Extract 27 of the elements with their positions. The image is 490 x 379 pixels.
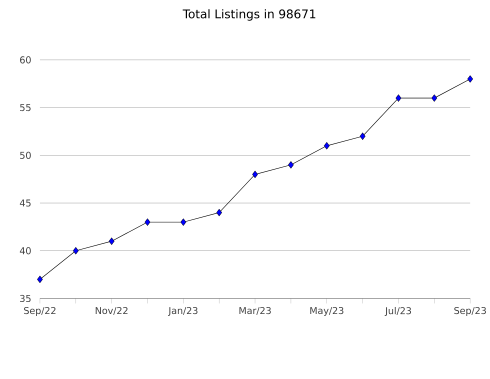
point [396, 94, 402, 102]
point [72, 246, 79, 254]
point [360, 132, 366, 140]
point [431, 94, 438, 102]
y-tick-label: 35 [20, 294, 31, 302]
x-tick-label: May/23 [310, 306, 344, 316]
x-tick-label: Nov/22 [96, 306, 128, 315]
y-tick-label: 45 [20, 199, 31, 206]
point [108, 237, 115, 245]
point [180, 218, 186, 226]
x-tick-label: Jul/23 [384, 306, 412, 316]
point [288, 160, 294, 168]
x-tick-label: Jan/23 [168, 306, 198, 316]
point [144, 218, 150, 226]
y-tick-label: 50 [20, 152, 31, 159]
point [467, 75, 474, 83]
point [252, 170, 258, 178]
x-tick-label: Mar/23 [239, 306, 271, 315]
point [216, 208, 222, 216]
y-tick-label: 60 [20, 56, 31, 64]
x-tick-label: Sep/22 [24, 306, 56, 316]
y-tick-label: 55 [20, 104, 31, 111]
y-tick-label: 40 [20, 247, 31, 254]
x-tick-label: Sep/23 [454, 306, 486, 316]
point [324, 142, 330, 150]
point [37, 275, 43, 283]
chart-title: Total Listings in 98671 [182, 9, 316, 21]
